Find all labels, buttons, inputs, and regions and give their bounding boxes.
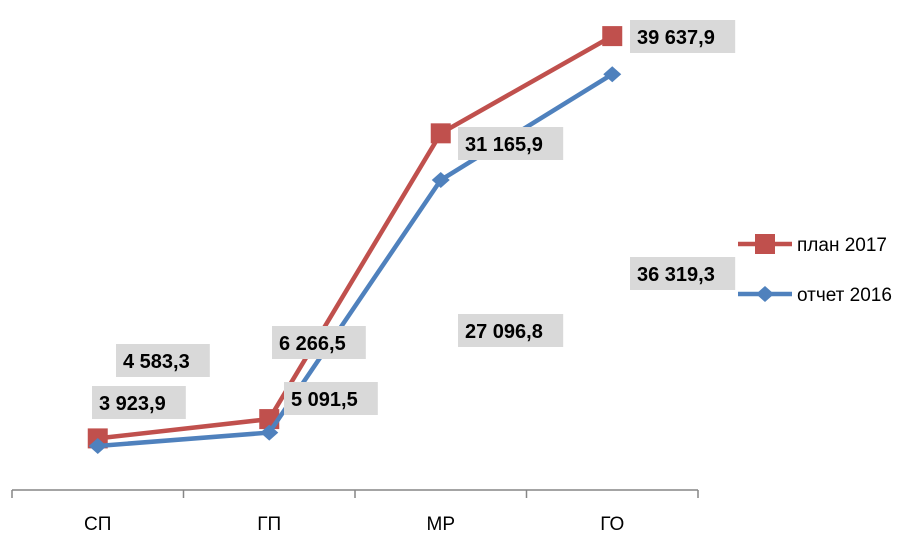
data-label-text: 6 266,5 [279,333,346,355]
legend: план 2017 отчет 2016 [738,234,892,306]
data-labels: 4 583,3 6 266,5 31 165,9 39 637,9 3 923,9 5 0… [92,20,736,419]
legend-marker [756,286,774,302]
data-label-box [458,127,564,160]
data-label: 39 637,9 [630,20,736,53]
data-label: 31 165,9 [458,127,564,160]
x-tick-label: МР [427,514,456,534]
data-point-marker [603,66,622,83]
data-label-box [116,344,210,377]
data-label-box [630,20,736,53]
data-point-marker [260,424,279,441]
data-label-text: 5 091,5 [291,389,358,411]
data-label-box [272,326,366,359]
data-label-text: 4 583,3 [123,351,190,373]
series-line [97,34,614,441]
data-point-marker [88,437,107,454]
data-label: 5 091,5 [284,382,378,415]
data-label: 4 583,3 [116,344,210,377]
data-label-text: 31 165,9 [465,134,543,156]
data-point-marker [430,123,451,144]
data-label-box [458,314,564,347]
x-tick-label: ГО [600,514,624,534]
legend-label: отчет 2016 [797,285,892,306]
data-label: 3 923,9 [92,386,186,419]
data-label: 36 319,3 [630,257,736,290]
x-axis: СП ГП МР ГО [11,489,699,534]
data-label-text: 36 319,3 [637,264,715,286]
data-label: 27 096,8 [458,314,564,347]
x-tick-label: ГП [257,514,281,534]
legend-item: отчет 2016 [738,285,892,306]
data-label: 6 266,5 [272,326,366,359]
data-label-box [92,386,186,419]
data-point-marker [431,172,450,189]
data-point-marker [602,26,623,47]
data-label-box [630,257,736,290]
data-label-text: 39 637,9 [637,27,715,49]
x-tick-label: СП [84,514,111,534]
data-label-text: 3 923,9 [99,393,166,415]
data-label-text: 27 096,8 [465,321,543,343]
legend-marker [755,234,775,254]
data-label-box [284,382,378,415]
legend-label: план 2017 [797,235,887,256]
legend-item: план 2017 [738,234,887,256]
